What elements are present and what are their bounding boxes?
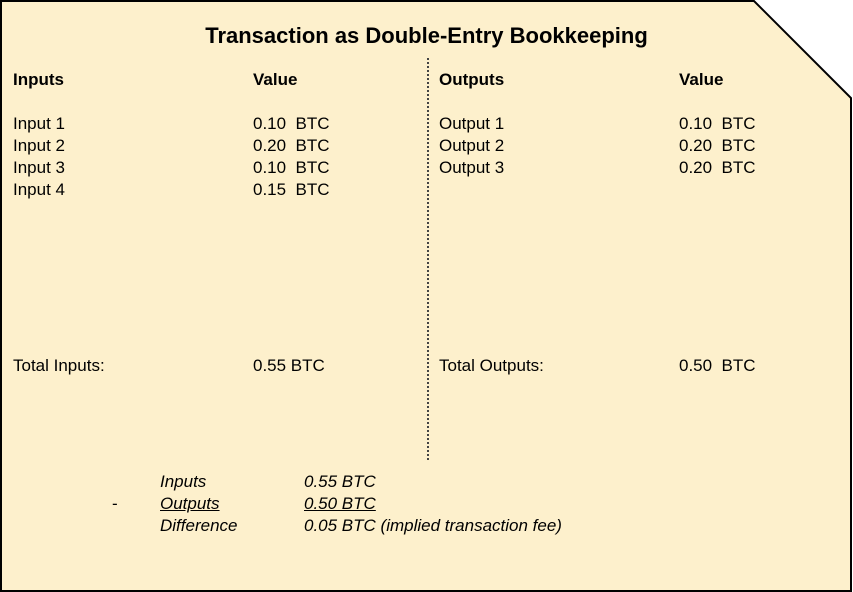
total-inputs-label: Total Inputs: xyxy=(13,356,105,375)
outputs-header: Outputs xyxy=(439,70,505,89)
inputs-value-header: Value xyxy=(253,70,298,89)
summary-inputs-label: Inputs xyxy=(160,472,207,491)
input-label: Input 3 xyxy=(13,158,65,177)
output-value: 0.20 BTC xyxy=(679,136,756,155)
output-label: Output 1 xyxy=(439,114,505,133)
output-label: Output 3 xyxy=(439,158,505,177)
minus-sign: - xyxy=(112,494,118,513)
diagram-title: Transaction as Double-Entry Bookkeeping xyxy=(205,23,648,48)
summary-difference-label: Difference xyxy=(160,516,238,535)
input-value: 0.15 BTC xyxy=(253,180,330,199)
output-label: Output 2 xyxy=(439,136,505,155)
input-value: 0.10 BTC xyxy=(253,114,330,133)
summary-inputs-value: 0.55 BTC xyxy=(304,472,376,491)
summary-outputs-label: Outputs xyxy=(160,494,220,513)
input-label: Input 4 xyxy=(13,180,65,199)
inputs-header: Inputs xyxy=(13,70,64,89)
input-value: 0.20 BTC xyxy=(253,136,330,155)
summary-difference-value: 0.05 BTC (implied transaction fee) xyxy=(304,516,562,535)
total-inputs-value: 0.55 BTC xyxy=(253,356,325,375)
output-value: 0.20 BTC xyxy=(679,158,756,177)
summary-outputs-value: 0.50 BTC xyxy=(304,494,376,513)
input-label: Input 2 xyxy=(13,136,65,155)
total-outputs-label: Total Outputs: xyxy=(439,356,544,375)
input-label: Input 1 xyxy=(13,114,65,133)
total-outputs-value: 0.50 BTC xyxy=(679,356,756,375)
output-value: 0.10 BTC xyxy=(679,114,756,133)
column-divider xyxy=(427,58,429,460)
outputs-value-header: Value xyxy=(679,70,724,89)
input-value: 0.10 BTC xyxy=(253,158,330,177)
